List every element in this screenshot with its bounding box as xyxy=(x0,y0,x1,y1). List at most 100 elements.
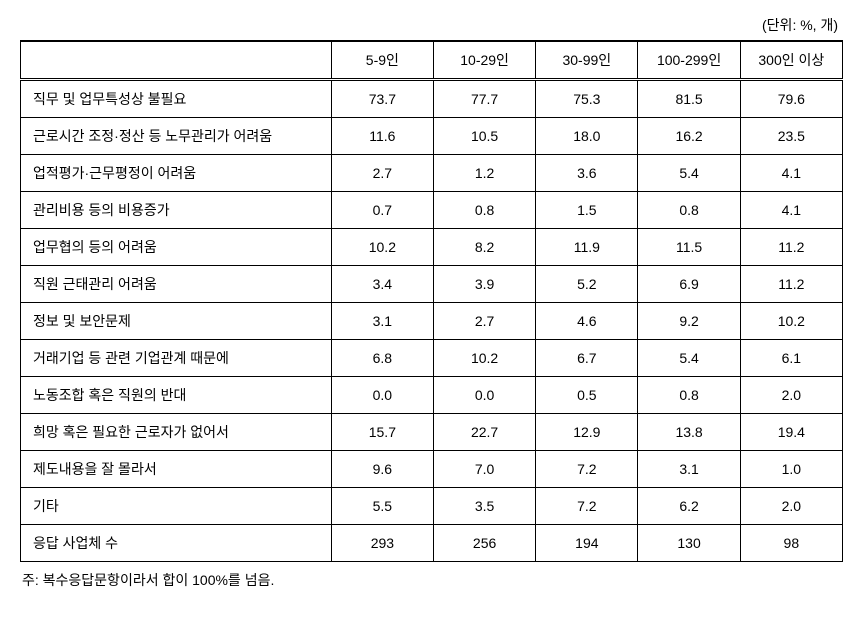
row-label: 직원 근태관리 어려움 xyxy=(21,266,332,303)
row-value: 11.2 xyxy=(740,229,842,266)
row-value: 7.0 xyxy=(433,451,535,488)
row-value: 0.5 xyxy=(536,377,638,414)
table-row: 노동조합 혹은 직원의 반대 0.0 0.0 0.5 0.8 2.0 xyxy=(21,377,843,414)
data-table: 5-9인 10-29인 30-99인 100-299인 300인 이상 직무 및… xyxy=(20,40,843,562)
row-value: 11.9 xyxy=(536,229,638,266)
row-value: 0.7 xyxy=(331,192,433,229)
row-value: 22.7 xyxy=(433,414,535,451)
header-col-2: 10-29인 xyxy=(433,41,535,80)
row-value: 5.2 xyxy=(536,266,638,303)
row-value: 23.5 xyxy=(740,118,842,155)
row-value: 8.2 xyxy=(433,229,535,266)
row-value: 2.0 xyxy=(740,488,842,525)
table-row: 제도내용을 잘 몰라서 9.6 7.0 7.2 3.1 1.0 xyxy=(21,451,843,488)
table-row: 희망 혹은 필요한 근로자가 없어서 15.7 22.7 12.9 13.8 1… xyxy=(21,414,843,451)
row-value: 10.2 xyxy=(740,303,842,340)
row-value: 1.5 xyxy=(536,192,638,229)
row-value: 5.4 xyxy=(638,340,740,377)
row-value: 4.6 xyxy=(536,303,638,340)
row-value: 6.8 xyxy=(331,340,433,377)
unit-label: (단위: %, 개) xyxy=(20,15,843,35)
row-label: 기타 xyxy=(21,488,332,525)
row-value: 12.9 xyxy=(536,414,638,451)
table-row: 응답 사업체 수 293 256 194 130 98 xyxy=(21,525,843,562)
header-col-3: 30-99인 xyxy=(536,41,638,80)
row-value: 10.2 xyxy=(331,229,433,266)
table-row: 기타 5.5 3.5 7.2 6.2 2.0 xyxy=(21,488,843,525)
row-value: 1.2 xyxy=(433,155,535,192)
header-col-4: 100-299인 xyxy=(638,41,740,80)
row-value: 73.7 xyxy=(331,80,433,118)
row-label: 응답 사업체 수 xyxy=(21,525,332,562)
row-value: 0.8 xyxy=(638,377,740,414)
table-row: 거래기업 등 관련 기업관계 때문에 6.8 10.2 6.7 5.4 6.1 xyxy=(21,340,843,377)
row-value: 77.7 xyxy=(433,80,535,118)
row-label: 관리비용 등의 비용증가 xyxy=(21,192,332,229)
table-row: 근로시간 조정·정산 등 노무관리가 어려움 11.6 10.5 18.0 16… xyxy=(21,118,843,155)
row-value: 19.4 xyxy=(740,414,842,451)
row-value: 2.7 xyxy=(433,303,535,340)
row-value: 11.5 xyxy=(638,229,740,266)
row-value: 75.3 xyxy=(536,80,638,118)
row-value: 79.6 xyxy=(740,80,842,118)
row-label: 직무 및 업무특성상 불필요 xyxy=(21,80,332,118)
row-value: 4.1 xyxy=(740,155,842,192)
row-value: 98 xyxy=(740,525,842,562)
row-value: 18.0 xyxy=(536,118,638,155)
table-row: 관리비용 등의 비용증가 0.7 0.8 1.5 0.8 4.1 xyxy=(21,192,843,229)
row-label: 제도내용을 잘 몰라서 xyxy=(21,451,332,488)
row-value: 4.1 xyxy=(740,192,842,229)
row-value: 0.8 xyxy=(433,192,535,229)
row-value: 3.4 xyxy=(331,266,433,303)
table-row: 업무협의 등의 어려움 10.2 8.2 11.9 11.5 11.2 xyxy=(21,229,843,266)
row-value: 9.2 xyxy=(638,303,740,340)
row-label: 거래기업 등 관련 기업관계 때문에 xyxy=(21,340,332,377)
row-label: 업적평가·근무평정이 어려움 xyxy=(21,155,332,192)
row-value: 1.0 xyxy=(740,451,842,488)
row-value: 7.2 xyxy=(536,451,638,488)
table-row: 직무 및 업무특성상 불필요 73.7 77.7 75.3 81.5 79.6 xyxy=(21,80,843,118)
table-row: 직원 근태관리 어려움 3.4 3.9 5.2 6.9 11.2 xyxy=(21,266,843,303)
row-label: 희망 혹은 필요한 근로자가 없어서 xyxy=(21,414,332,451)
row-value: 2.0 xyxy=(740,377,842,414)
table-body: 직무 및 업무특성상 불필요 73.7 77.7 75.3 81.5 79.6 … xyxy=(21,80,843,562)
row-value: 10.5 xyxy=(433,118,535,155)
row-value: 0.0 xyxy=(433,377,535,414)
row-value: 6.9 xyxy=(638,266,740,303)
table-row: 업적평가·근무평정이 어려움 2.7 1.2 3.6 5.4 4.1 xyxy=(21,155,843,192)
header-col-5: 300인 이상 xyxy=(740,41,842,80)
row-value: 6.7 xyxy=(536,340,638,377)
row-label: 노동조합 혹은 직원의 반대 xyxy=(21,377,332,414)
row-value: 81.5 xyxy=(638,80,740,118)
row-value: 293 xyxy=(331,525,433,562)
row-value: 13.8 xyxy=(638,414,740,451)
header-label-col xyxy=(21,41,332,80)
row-value: 6.1 xyxy=(740,340,842,377)
row-value: 3.1 xyxy=(331,303,433,340)
row-label: 업무협의 등의 어려움 xyxy=(21,229,332,266)
row-label: 정보 및 보안문제 xyxy=(21,303,332,340)
row-value: 6.2 xyxy=(638,488,740,525)
row-value: 3.9 xyxy=(433,266,535,303)
row-value: 2.7 xyxy=(331,155,433,192)
row-value: 194 xyxy=(536,525,638,562)
row-value: 0.8 xyxy=(638,192,740,229)
row-value: 10.2 xyxy=(433,340,535,377)
table-row: 정보 및 보안문제 3.1 2.7 4.6 9.2 10.2 xyxy=(21,303,843,340)
header-row: 5-9인 10-29인 30-99인 100-299인 300인 이상 xyxy=(21,41,843,80)
row-value: 3.6 xyxy=(536,155,638,192)
row-label: 근로시간 조정·정산 등 노무관리가 어려움 xyxy=(21,118,332,155)
row-value: 5.5 xyxy=(331,488,433,525)
row-value: 0.0 xyxy=(331,377,433,414)
table-header: 5-9인 10-29인 30-99인 100-299인 300인 이상 xyxy=(21,41,843,80)
row-value: 11.6 xyxy=(331,118,433,155)
row-value: 5.4 xyxy=(638,155,740,192)
row-value: 7.2 xyxy=(536,488,638,525)
row-value: 9.6 xyxy=(331,451,433,488)
row-value: 256 xyxy=(433,525,535,562)
row-value: 130 xyxy=(638,525,740,562)
footnote: 주: 복수응답문항이라서 합이 100%를 넘음. xyxy=(20,570,843,590)
row-value: 3.5 xyxy=(433,488,535,525)
row-value: 15.7 xyxy=(331,414,433,451)
row-value: 16.2 xyxy=(638,118,740,155)
